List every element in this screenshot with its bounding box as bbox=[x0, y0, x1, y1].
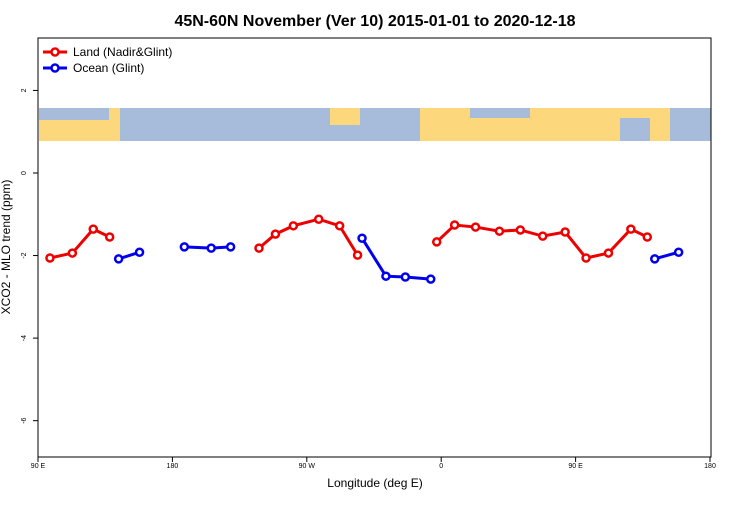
point bbox=[515, 225, 526, 235]
chart-title: 45N-60N November (Ver 10) 2015-01-01 to … bbox=[174, 13, 575, 30]
series-line bbox=[118, 237, 680, 281]
point bbox=[537, 231, 548, 241]
legend-label: Land (Nadir&Glint) bbox=[73, 45, 172, 59]
point bbox=[288, 221, 299, 231]
point bbox=[626, 224, 636, 234]
y-tick-label: -4 bbox=[21, 335, 28, 341]
point bbox=[425, 274, 436, 284]
point bbox=[104, 232, 115, 242]
point bbox=[113, 254, 124, 264]
point bbox=[603, 248, 614, 258]
point bbox=[270, 229, 281, 239]
x-axis-label: Longitude (deg E) bbox=[327, 476, 422, 490]
point bbox=[313, 214, 324, 224]
point bbox=[649, 254, 660, 264]
point bbox=[134, 247, 145, 257]
point bbox=[431, 237, 442, 247]
y-tick-label: -6 bbox=[21, 417, 28, 423]
y-tick-label: -2 bbox=[21, 252, 28, 258]
plot-frame bbox=[37, 37, 712, 458]
point bbox=[494, 226, 505, 236]
legend-label: Ocean (Glint) bbox=[73, 61, 144, 75]
point bbox=[88, 224, 99, 234]
point bbox=[206, 243, 216, 253]
point bbox=[673, 247, 684, 257]
x-tick-label: 180 bbox=[704, 463, 716, 470]
y-tick-label: 0 bbox=[21, 171, 28, 175]
legend-marker bbox=[50, 63, 60, 73]
x-tick-label: 90 E bbox=[568, 463, 583, 470]
x-tick-label: 0 bbox=[439, 463, 443, 470]
point bbox=[254, 243, 264, 253]
point bbox=[560, 227, 570, 237]
point bbox=[45, 253, 55, 263]
point bbox=[381, 271, 391, 281]
point bbox=[400, 272, 411, 282]
y-tick-label: 2 bbox=[21, 88, 28, 92]
point bbox=[179, 242, 190, 252]
point bbox=[581, 253, 591, 263]
y-axis-label: XCO2 - MLO trend (ppm) bbox=[0, 180, 13, 315]
point bbox=[67, 248, 78, 258]
x-tick-label: 180 bbox=[167, 463, 179, 470]
point bbox=[470, 222, 481, 232]
point bbox=[449, 220, 460, 230]
map-strip bbox=[39, 108, 711, 141]
x-tick-label: 90 E bbox=[31, 463, 46, 470]
point bbox=[352, 250, 363, 260]
legend-marker bbox=[50, 47, 60, 57]
point bbox=[357, 233, 367, 243]
x-tick-label: 90 W bbox=[299, 463, 316, 470]
point bbox=[225, 242, 236, 252]
point bbox=[642, 232, 653, 242]
point bbox=[334, 221, 345, 231]
